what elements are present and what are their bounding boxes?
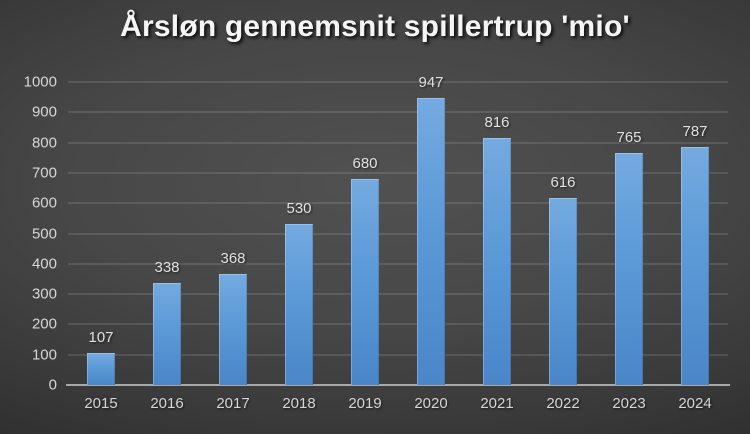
bar [615,153,643,385]
bar-value-label: 947 [418,74,444,92]
y-axis: 0 100 200 300 400 500 600 700 800 900 1000 [0,74,57,394]
y-axis-tick-label: 0 [48,376,57,394]
x-axis-tick-label: 2023 [612,395,646,412]
gridline [68,172,728,174]
bar [87,352,115,385]
gridline [68,111,728,113]
bar-value-label: 368 [220,249,246,267]
gridline [68,142,728,144]
x-axis-tick-label: 2015 [84,395,118,412]
bar [219,273,247,385]
y-axis-tick-label: 400 [31,255,57,273]
y-axis-tick-label: 300 [31,285,57,303]
x-axis-tick-label: 2020 [414,395,448,412]
x-axis-tick-label: 2021 [480,395,514,412]
bar [153,282,181,385]
bar-value-label: 816 [484,113,510,131]
x-axis-tick-label: 2024 [678,395,712,412]
bar-value-label: 787 [682,122,708,140]
bar [483,137,511,385]
x-axis-tick-label: 2018 [282,395,316,412]
x-axis-tick-label: 2017 [216,395,250,412]
bar [417,98,445,385]
gridline [68,323,728,325]
y-axis-tick-label: 800 [31,134,57,152]
x-axis: 2015 2016 2017 2018 2019 2020 2021 2022 2023 2024 [68,395,728,417]
gridline [68,293,728,295]
y-axis-tick-label: 500 [31,225,57,242]
y-axis-tick-label: 700 [31,164,57,182]
bar [681,146,709,385]
x-axis-tick-label: 2016 [150,395,184,412]
bar-value-label: 107 [88,328,114,346]
x-axis-tick-label: 2019 [348,395,382,412]
y-axis-tick-label: 600 [31,194,57,212]
bar-value-label: 338 [154,258,180,276]
y-axis-tick-label: 1000 [23,73,57,91]
bar-value-label: 616 [550,174,576,192]
bar [285,224,313,385]
gridline [68,81,728,83]
x-axis-tick-label: 2022 [546,395,580,412]
x-axis-line [66,384,730,386]
bar [549,198,577,385]
plot-area: 107 338 368 530 680 947 816 616 765 787 [66,74,730,386]
chart-title: Årsløn gennemsnit spillertrup 'mio' [120,10,630,43]
bar-value-label: 680 [352,154,378,172]
y-axis-tick-label: 900 [31,103,57,121]
gridline [68,263,728,265]
gridline [68,202,728,204]
bar-value-label: 765 [616,129,642,147]
gridline [68,233,728,234]
y-axis-tick-label: 100 [31,346,57,364]
gridline [68,354,728,356]
bar-value-label: 530 [286,200,312,218]
y-axis-tick-label: 200 [31,315,57,333]
bar [351,178,379,385]
